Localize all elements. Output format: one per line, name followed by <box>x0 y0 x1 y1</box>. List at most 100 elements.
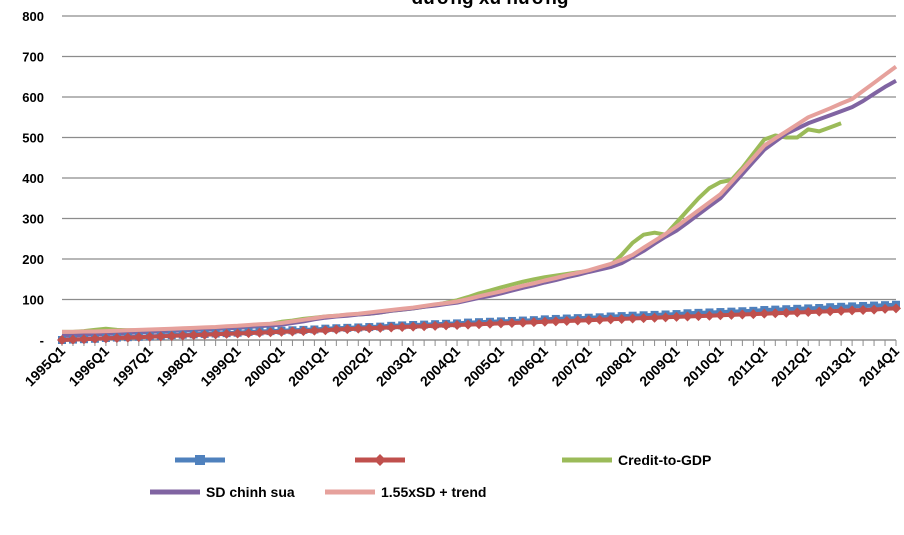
marker <box>397 322 408 333</box>
x-tick-label: 1995Q1 <box>22 343 69 390</box>
marker <box>265 327 276 338</box>
marker <box>67 334 78 345</box>
marker <box>122 332 133 343</box>
marker <box>419 321 430 332</box>
x-tick-label: 2004Q1 <box>417 343 464 390</box>
x-tick-label: 2008Q1 <box>592 343 639 390</box>
marker <box>276 326 287 337</box>
marker <box>517 317 528 328</box>
y-tick-label: 400 <box>22 171 44 186</box>
marker <box>375 322 386 333</box>
series-line <box>62 64 898 334</box>
y-tick-label: 800 <box>22 9 44 24</box>
x-tick-label: 1999Q1 <box>197 343 244 390</box>
marker <box>572 315 583 326</box>
marker <box>836 305 847 316</box>
marker <box>408 321 419 332</box>
marker <box>847 305 858 316</box>
marker <box>155 331 166 342</box>
marker <box>254 327 265 338</box>
legend-marker <box>195 455 205 465</box>
marker <box>506 317 517 328</box>
marker <box>770 308 781 319</box>
marker <box>89 333 100 344</box>
y-tick-label: 700 <box>22 50 44 65</box>
marker <box>320 325 331 336</box>
marker <box>638 313 649 324</box>
marker <box>100 333 111 344</box>
x-tick-label: 2013Q1 <box>812 343 859 390</box>
marker <box>463 319 474 330</box>
marker <box>144 331 155 342</box>
marker <box>814 306 825 317</box>
x-tick-label: 2011Q1 <box>724 343 770 389</box>
x-tick-label: 1998Q1 <box>153 343 200 390</box>
marker <box>891 303 901 314</box>
marker <box>441 320 452 331</box>
marker <box>550 316 561 327</box>
marker <box>561 315 572 326</box>
x-tick-label: 2000Q1 <box>241 343 288 390</box>
marker <box>671 311 682 322</box>
x-tick-label: 2007Q1 <box>548 343 595 390</box>
marker <box>298 326 309 337</box>
marker <box>693 311 704 322</box>
marker <box>177 330 188 341</box>
marker <box>364 323 375 334</box>
marker <box>199 329 210 340</box>
marker <box>166 330 177 341</box>
x-tick-label: 2014Q1 <box>856 343 903 390</box>
x-tick-label: 2010Q1 <box>680 343 727 390</box>
marker <box>803 307 814 318</box>
x-tick-label: 2001Q1 <box>285 343 332 390</box>
marker <box>133 332 144 343</box>
x-tick-label: 2006Q1 <box>504 343 551 390</box>
marker <box>583 315 594 326</box>
marker <box>748 309 759 320</box>
marker <box>57 335 67 345</box>
marker <box>484 318 495 329</box>
marker <box>232 328 243 339</box>
marker <box>452 320 463 331</box>
marker <box>792 307 803 318</box>
legend-marker <box>374 454 386 466</box>
marker <box>243 328 254 339</box>
marker <box>858 305 869 316</box>
marker <box>188 330 199 341</box>
x-tick-label: 2012Q1 <box>768 343 815 390</box>
y-tick-label: 500 <box>22 131 44 146</box>
legend-label: SD chinh sua <box>206 484 295 500</box>
y-tick-label: 200 <box>22 252 44 267</box>
marker <box>627 313 638 324</box>
marker <box>737 309 748 320</box>
x-tick-label: 2002Q1 <box>329 343 376 390</box>
legend-label: Credit-to-GDP <box>618 452 711 468</box>
marker <box>221 328 232 339</box>
marker <box>309 325 320 336</box>
marker <box>78 334 89 345</box>
x-tick-label: 2009Q1 <box>636 343 683 390</box>
marker <box>210 329 221 340</box>
marker <box>111 332 122 343</box>
marker <box>759 308 770 319</box>
x-tick-label: 1996Q1 <box>65 343 112 390</box>
marker <box>353 323 364 334</box>
marker <box>781 307 792 318</box>
marker <box>386 322 397 333</box>
marker <box>825 306 836 317</box>
marker <box>704 310 715 321</box>
marker <box>528 317 539 328</box>
marker <box>342 324 353 335</box>
marker <box>605 314 616 325</box>
marker <box>726 309 737 320</box>
marker <box>649 312 660 323</box>
x-tick-label: 1997Q1 <box>109 343 156 390</box>
x-tick-label: 2003Q1 <box>373 343 420 390</box>
y-tick-label: 100 <box>22 293 44 308</box>
legend-label: 1.55xSD + trend <box>381 484 486 500</box>
marker <box>715 310 726 321</box>
marker <box>660 312 671 323</box>
marker <box>474 319 484 330</box>
marker <box>682 311 693 322</box>
